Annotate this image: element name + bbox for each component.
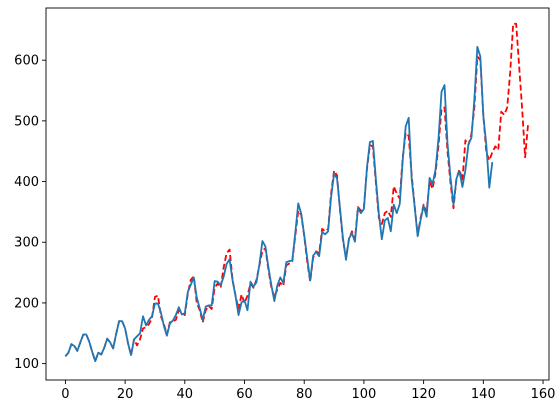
axes-frame bbox=[45, 7, 550, 381]
y-tick-label: 100 bbox=[14, 357, 39, 372]
x-tick-label: 0 bbox=[61, 387, 69, 402]
y-tick-label: 600 bbox=[14, 54, 39, 69]
x-tick-label: 120 bbox=[411, 387, 436, 402]
x-tick-label: 100 bbox=[352, 387, 377, 402]
x-tick-label: 160 bbox=[531, 387, 556, 402]
series-layer bbox=[64, 22, 529, 363]
x-tick-label: 140 bbox=[471, 387, 496, 402]
y-tick-label: 200 bbox=[14, 296, 39, 311]
axes-layer: 0 20 40 60 80 100 120 140 160 100 200 300 400 500 600 bbox=[14, 7, 556, 402]
y-tick-label: 500 bbox=[14, 114, 39, 129]
series-line-solid bbox=[64, 45, 494, 363]
x-tick-label: 80 bbox=[296, 387, 313, 402]
x-tick-label: 40 bbox=[177, 387, 194, 402]
x-tick-label: 60 bbox=[236, 387, 253, 402]
x-tick-label: 20 bbox=[117, 387, 134, 402]
y-tick-label: 400 bbox=[14, 175, 39, 190]
y-tick-label: 300 bbox=[14, 236, 39, 251]
